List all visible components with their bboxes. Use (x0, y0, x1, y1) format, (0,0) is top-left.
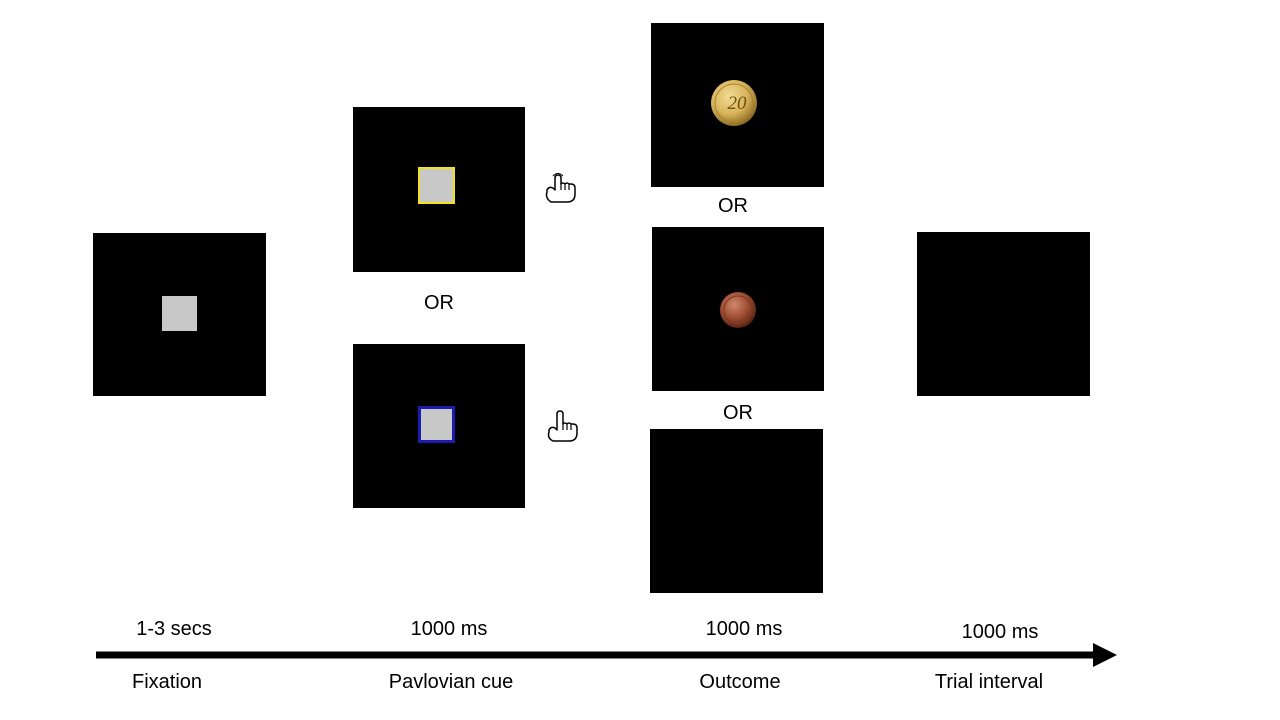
copper-coin-icon (720, 292, 756, 328)
outcome-screen-copper-coin (652, 227, 824, 391)
cue-square-blue-frame (418, 406, 455, 443)
phase-label-outcome: Outcome (699, 671, 781, 693)
outcome-screen-gold-coin: 20 (651, 23, 824, 187)
or-label-outcome-1: OR (718, 195, 748, 217)
duration-outcome: 1000 ms (705, 618, 783, 640)
gold-coin-icon: 20 (711, 80, 757, 126)
cue-square-yellow-frame (418, 167, 455, 204)
cue-screen-go (353, 107, 525, 272)
coin-value-text: 20 (728, 93, 748, 114)
cue-screen-nogo (353, 344, 525, 508)
hand-pointing-icon (547, 410, 578, 442)
fixation-gray-square (162, 296, 197, 331)
phase-label-interval: Trial interval (934, 671, 1044, 693)
phase-label-cue: Pavlovian cue (388, 671, 514, 693)
or-label-outcome-2: OR (723, 402, 753, 424)
fixation-screen (93, 233, 266, 396)
trial-interval-screen (917, 232, 1090, 396)
duration-cue: 1000 ms (410, 618, 488, 640)
phase-label-fixation: Fixation (131, 671, 203, 693)
outcome-screen-blank (650, 429, 823, 593)
duration-interval: 1000 ms (961, 621, 1039, 643)
or-label-cue: OR (424, 292, 454, 314)
hand-press-icon (545, 173, 576, 203)
duration-fixation: 1-3 secs (136, 618, 212, 640)
